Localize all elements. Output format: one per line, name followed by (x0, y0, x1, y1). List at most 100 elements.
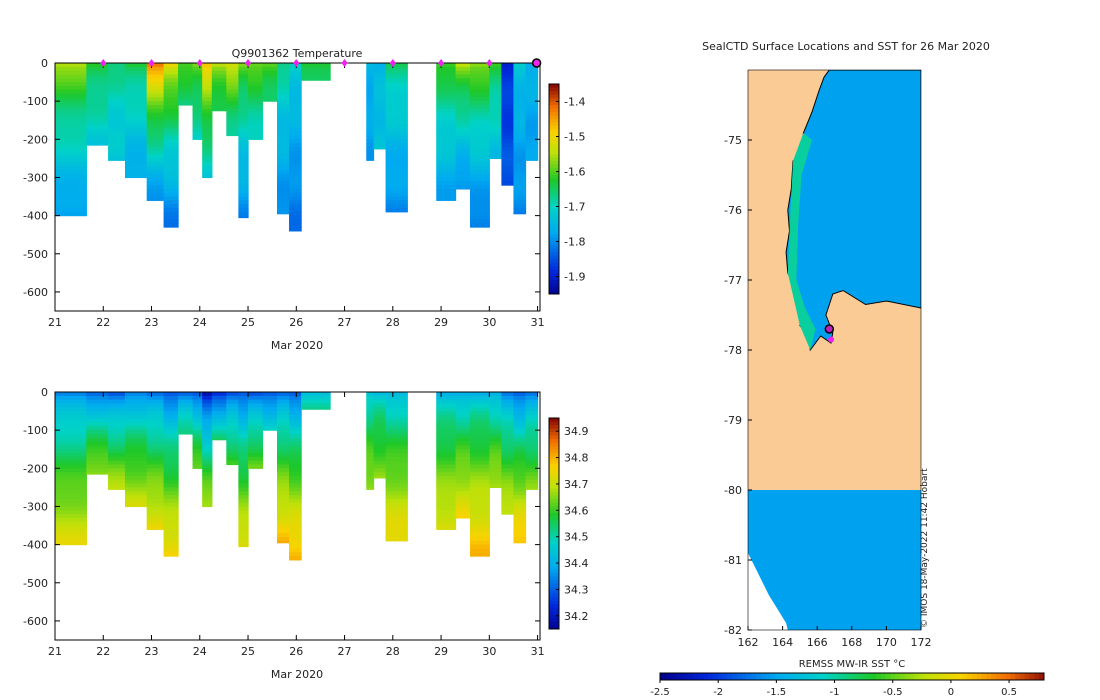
y-tick-label: -300 (23, 171, 48, 184)
profile-cell (276, 101, 290, 106)
profile-cell (289, 456, 302, 462)
profile-cell (436, 491, 457, 496)
profile-cell (470, 101, 490, 106)
profile-cell (108, 453, 126, 458)
profile-cell (289, 514, 302, 519)
profile-cell (86, 89, 109, 95)
profile-cell (385, 135, 408, 140)
profile-cell (202, 498, 213, 504)
profile-cell (470, 475, 490, 481)
profile-cell (455, 104, 471, 110)
profile-cell (55, 89, 87, 95)
profile-cell (163, 468, 179, 473)
profile-cell (226, 78, 239, 83)
colorbar-swatch (549, 91, 559, 95)
profile-cell (226, 411, 239, 416)
profile-cell (470, 552, 490, 557)
profile-cell (238, 491, 249, 496)
latest-location-marker (531, 58, 542, 68)
y-tick-label: -200 (23, 462, 48, 475)
profile-cell (55, 66, 87, 72)
profile-cell (455, 483, 471, 488)
profile-cell (55, 124, 87, 129)
profile-cell (238, 472, 249, 477)
x-tick-label: 30 (482, 316, 496, 329)
profile-cell (163, 78, 179, 83)
profile-cell (55, 101, 87, 106)
profile-cell (211, 97, 227, 102)
profile-cell (373, 146, 387, 150)
profile-cell (455, 143, 471, 148)
profile-cell (202, 395, 213, 401)
profile-cell (226, 116, 239, 121)
profile-cell (513, 464, 527, 469)
profile-cell (124, 426, 148, 431)
profile-cell (276, 430, 290, 435)
profile-cell (289, 101, 302, 106)
profile-cell (366, 392, 375, 397)
profile-cell (489, 127, 502, 133)
profile-cell (124, 487, 148, 492)
profile-cell (124, 158, 148, 163)
profile-cell (108, 449, 126, 454)
profile-cell (289, 502, 302, 508)
profile-cell (146, 456, 165, 462)
profile-cell (470, 104, 490, 110)
colorbar-swatch (664, 673, 671, 680)
profile-cell (192, 66, 203, 72)
profile-cell (55, 498, 87, 504)
profile-cell (108, 120, 126, 125)
profile-cell (55, 70, 87, 76)
profile-cell (513, 475, 527, 481)
colorbar-swatch (756, 673, 762, 680)
profile-cell (55, 514, 87, 519)
map-title: SealCTD Surface Locations and SST for 26… (702, 40, 990, 53)
profile-cell (248, 445, 264, 450)
colorbar-tick-label: 34.6 (564, 504, 589, 517)
colorbar-swatch (549, 245, 559, 249)
profile-cell (366, 93, 375, 98)
colorbar-swatch (549, 273, 559, 277)
profile-cell (489, 426, 502, 431)
profile-cell (276, 456, 290, 462)
profile-cell (108, 487, 126, 490)
profile-cell (385, 200, 408, 205)
profile-cell (455, 154, 471, 159)
profile-cell (289, 192, 302, 198)
profile-cell (470, 498, 490, 504)
colorbar-swatch (549, 269, 559, 274)
profile-cell (470, 219, 490, 224)
profile-cell (385, 82, 408, 87)
profile-cell (248, 97, 264, 102)
profile-cell (385, 192, 408, 198)
colorbar-tick-label: -1.5 (767, 687, 787, 698)
profile-cell (289, 93, 302, 98)
profile-cell (202, 131, 213, 137)
map-x-tick-label: 170 (876, 636, 897, 649)
profile-cell (289, 441, 302, 447)
profile-cell (248, 395, 264, 401)
profile-cell (238, 97, 249, 102)
profile-cell (436, 525, 457, 530)
colorbar-swatch (549, 178, 559, 183)
profile-cell (202, 460, 213, 466)
profile-cell (238, 437, 249, 443)
profile-cell (513, 517, 527, 523)
profile-cell (108, 112, 126, 118)
profile-cell (238, 536, 249, 542)
profile-cell (276, 468, 290, 473)
profile-cell (202, 104, 213, 110)
profile-cell (489, 143, 502, 148)
profile-cell (489, 135, 502, 140)
profile-cell (436, 116, 457, 121)
profile-cell (124, 464, 148, 469)
colorbar-tick-label: 34.5 (564, 531, 589, 544)
profile-cell (276, 441, 290, 447)
sst-colorbar-label: REMSS MW-IR SST °C (799, 659, 906, 670)
profile-cell (146, 437, 165, 443)
profile-cell (178, 418, 194, 424)
profile-cell (501, 127, 515, 133)
profile-cell (373, 403, 387, 408)
colorbar-swatch (549, 185, 559, 190)
profile-cell (501, 93, 515, 98)
